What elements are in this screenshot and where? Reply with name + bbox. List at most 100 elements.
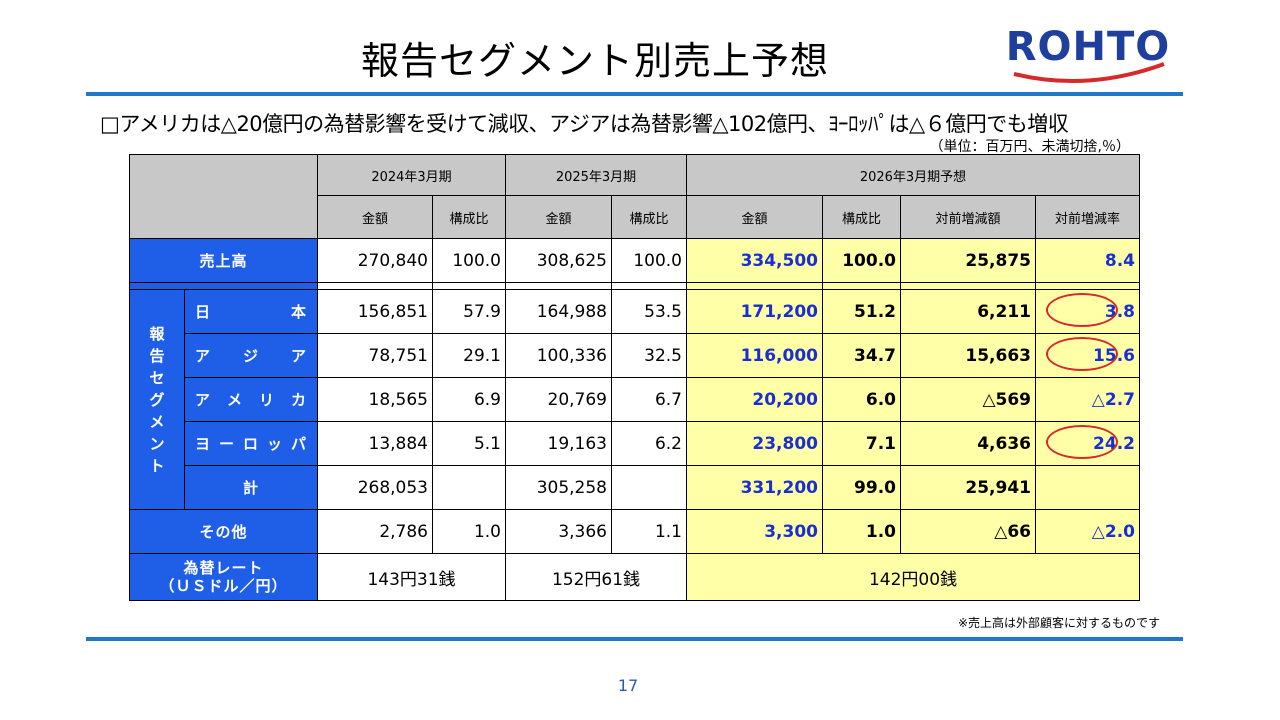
cell-sales-rate: 8.4	[1035, 238, 1140, 283]
label-char: リ	[258, 391, 275, 409]
row-label-total: 計	[184, 465, 318, 510]
cell-japan-ratio-2026: 51.2	[822, 289, 901, 334]
unit-note: （単位：百万円、未満切捨,％）	[929, 139, 1130, 155]
segment-group-label: 報告セグメント	[129, 289, 185, 510]
cell-japan-chg: 6,211	[900, 289, 1036, 334]
cell-america-rate: △2.7	[1035, 377, 1140, 422]
header-corner	[129, 154, 318, 239]
row-fx-rate: 為替レート （ＵＳドル／円） 143円31銭 152円61銭 142円00銭	[129, 553, 1140, 601]
cell-sales-ratio-2024: 100.0	[432, 238, 506, 283]
top-divider	[86, 92, 1183, 96]
label-char: パ	[290, 435, 307, 453]
cell-asia-ratio-2026: 34.7	[822, 333, 901, 378]
cell-asia-ratio-2025: 32.5	[611, 333, 687, 378]
cell-sales-chg: 25,875	[900, 238, 1036, 283]
col-ratio-2024: 構成比	[432, 195, 506, 239]
cell-fx-2025: 152円61銭	[505, 553, 687, 601]
cell-asia-2026: 116,000	[686, 333, 823, 378]
cell-europe-ratio-2026: 7.1	[822, 421, 901, 466]
row-label-asia: アジア	[184, 333, 318, 378]
row-label-america: アメリカ	[184, 377, 318, 422]
header-row-periods: 2024年3月期 2025年3月期 2026年3月期予想	[129, 154, 1140, 239]
label-char: 本	[290, 303, 307, 321]
page-title: 報告セグメント別売上予想	[360, 39, 829, 83]
cell-total-2025: 305,258	[505, 465, 612, 510]
row-label-sales: 売上高	[129, 238, 318, 283]
cell-total-ratio-2026: 99.0	[822, 465, 901, 510]
spacer-cell	[822, 282, 901, 290]
label-char: カ	[290, 391, 307, 409]
cell-total-2026: 331,200	[686, 465, 823, 510]
cell-sales-ratio-2025: 100.0	[611, 238, 687, 283]
row-japan: 報告セグメント 日本 156,851 57.9 164,988 53.5 171…	[129, 289, 1140, 510]
label-char: ア	[290, 347, 307, 365]
spacer-cell	[505, 282, 612, 290]
label-char: ー	[218, 435, 235, 453]
cell-japan-ratio-2025: 53.5	[611, 289, 687, 334]
cell-fx-2024: 143円31銭	[317, 553, 506, 601]
cell-sales-2026: 334,500	[686, 238, 823, 283]
cell-asia-ratio-2024: 29.1	[432, 333, 506, 378]
row-label-japan: 日本	[184, 289, 318, 334]
period-2026-forecast: 2026年3月期予想	[686, 154, 1140, 196]
rohto-logo: ROHTO	[1000, 24, 1176, 86]
cell-other-2025: 3,366	[505, 509, 612, 554]
cell-europe-ratio-2024: 5.1	[432, 421, 506, 466]
cell-japan-rate: 3.8	[1035, 289, 1140, 334]
fx-label-line2: （ＵＳドル／円）	[159, 577, 288, 595]
cell-asia-chg: 15,663	[900, 333, 1036, 378]
row-europe: ヨーロッパ 13,884 5.1 19,163 6.2 23,800 7.1 4…	[130, 421, 1140, 466]
cell-america-ratio-2024: 6.9	[432, 377, 506, 422]
cell-japan-ratio-2024: 57.9	[432, 289, 506, 334]
headline: □アメリカは△20億円の為替影響を受けて減収、アジアは為替影響△102億円、ﾖｰ…	[100, 112, 1069, 136]
cell-america-ratio-2025: 6.7	[611, 377, 687, 422]
segment-sales-table: 2024年3月期 2025年3月期 2026年3月期予想 金額 構成比 金額 構…	[129, 154, 1140, 601]
cell-other-chg: △66	[900, 509, 1036, 554]
cell-total-ratio-2024	[432, 465, 506, 510]
cell-america-2026: 20,200	[686, 377, 823, 422]
spacer-cell	[900, 282, 1036, 290]
cell-europe-ratio-2025: 6.2	[611, 421, 687, 466]
label-char: ッ	[266, 435, 283, 453]
row-other: その他 2,786 1.0 3,366 1.1 3,300 1.0 △66 △2…	[129, 509, 1140, 554]
col-amount-2025: 金額	[505, 195, 612, 239]
cell-europe-chg: 4,636	[900, 421, 1036, 466]
cell-total-rate	[1035, 465, 1140, 510]
col-yoy-rate: 対前増減率	[1035, 195, 1140, 239]
cell-japan-2024: 156,851	[317, 289, 433, 334]
cell-asia-2025: 100,336	[505, 333, 612, 378]
spacer-cell	[432, 282, 506, 290]
cell-total-chg: 25,941	[900, 465, 1036, 510]
cell-other-2026: 3,300	[686, 509, 823, 554]
cell-europe-rate: 24.2	[1035, 421, 1140, 466]
spacer-cell	[686, 282, 823, 290]
cell-other-ratio-2025: 1.1	[611, 509, 687, 554]
footnote: ※売上高は外部顧客に対するものです	[957, 616, 1160, 630]
cell-asia-rate: 15.6	[1035, 333, 1140, 378]
spacer-cell	[611, 282, 687, 290]
cell-other-ratio-2026: 1.0	[822, 509, 901, 554]
row-america: アメリカ 18,565 6.9 20,769 6.7 20,200 6.0 △5…	[130, 377, 1140, 422]
cell-sales-2025: 308,625	[505, 238, 612, 283]
col-ratio-2026: 構成比	[822, 195, 901, 239]
spacer-cell	[1035, 282, 1140, 290]
label-char: ジ	[242, 347, 259, 365]
spacer-cell	[317, 282, 433, 290]
label-char: ロ	[242, 435, 259, 453]
col-yoy-amount: 対前増減額	[900, 195, 1036, 239]
cell-europe-2024: 13,884	[317, 421, 433, 466]
cell-total-2024: 268,053	[317, 465, 433, 510]
logo-wordmark: ROHTO	[1005, 24, 1171, 70]
cell-other-2024: 2,786	[317, 509, 433, 554]
cell-total-ratio-2025	[611, 465, 687, 510]
cell-sales-2024: 270,840	[317, 238, 433, 283]
cell-fx-2026: 142円00銭	[686, 553, 1140, 601]
row-label-fx: 為替レート （ＵＳドル／円）	[129, 553, 318, 601]
logo-swoosh-icon	[1013, 62, 1165, 84]
spacer-label	[129, 282, 318, 290]
header-row-columns: 金額 構成比 金額 構成比 金額 構成比 対前増減額 対前増減率	[130, 195, 1140, 239]
bottom-divider	[86, 637, 1183, 641]
cell-sales-ratio-2026: 100.0	[822, 238, 901, 283]
row-total: 計 268,053 305,258 331,200 99.0 25,941	[130, 465, 1140, 510]
segment-group-text: 報告セグメント	[149, 324, 165, 475]
